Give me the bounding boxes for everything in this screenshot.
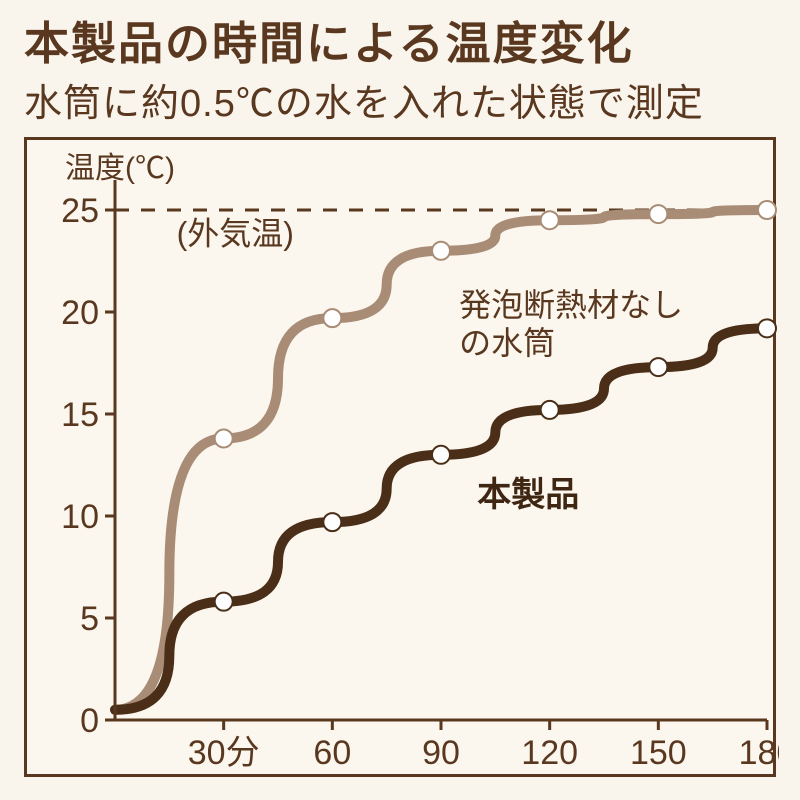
series-marker-no_insulation [215, 429, 233, 447]
series-marker-no_insulation [758, 201, 776, 219]
y-tick-label: 0 [80, 702, 99, 740]
x-tick-label: 120 [521, 734, 578, 772]
y-tick-label: 10 [61, 498, 99, 536]
series-marker-this_product [541, 401, 559, 419]
x-tick-label: 150 [630, 734, 687, 772]
temperature-chart: 温度(℃)(外気温) 発泡断熱材なしの水筒本製品 0 5 10 15 20 25 30分 60 90… [27, 140, 779, 780]
x-tick-label: 60 [313, 734, 351, 772]
y-tick-label: 20 [61, 294, 99, 332]
chart-container: 温度(℃)(外気温) 発泡断熱材なしの水筒本製品 0 5 10 15 20 25 30分 60 90… [24, 137, 776, 777]
chart-title: 本製品の時間による温度変化 [24, 18, 776, 70]
series-marker-this_product [649, 358, 667, 376]
series-marker-no_insulation [649, 205, 667, 223]
series-marker-this_product [323, 513, 341, 531]
series-marker-this_product [758, 319, 776, 337]
ambient-label: (外気温) [177, 215, 294, 251]
series-label-no_insulation: の水筒 [459, 325, 555, 361]
series-label-this_product: 本製品 [477, 476, 579, 514]
x-tick-label: 30分 [188, 734, 260, 772]
y-tick-label: 25 [61, 192, 99, 230]
series-label-no_insulation: 発泡断熱材なし [459, 287, 683, 323]
x-tick-label: 90 [422, 734, 460, 772]
chart-subtitle: 水筒に約0.5℃の水を入れた状態で測定 [24, 72, 776, 127]
series-marker-no_insulation [323, 309, 341, 327]
y-tick-label: 15 [61, 396, 99, 434]
series-marker-no_insulation [432, 242, 450, 260]
series-marker-no_insulation [541, 211, 559, 229]
series-marker-this_product [215, 592, 233, 610]
series-line-this_product [115, 328, 767, 709]
series-marker-this_product [432, 446, 450, 464]
x-tick-label: 180 [739, 734, 779, 772]
y-axis-label: 温度(℃) [65, 152, 175, 185]
y-tick-label: 5 [80, 600, 99, 638]
